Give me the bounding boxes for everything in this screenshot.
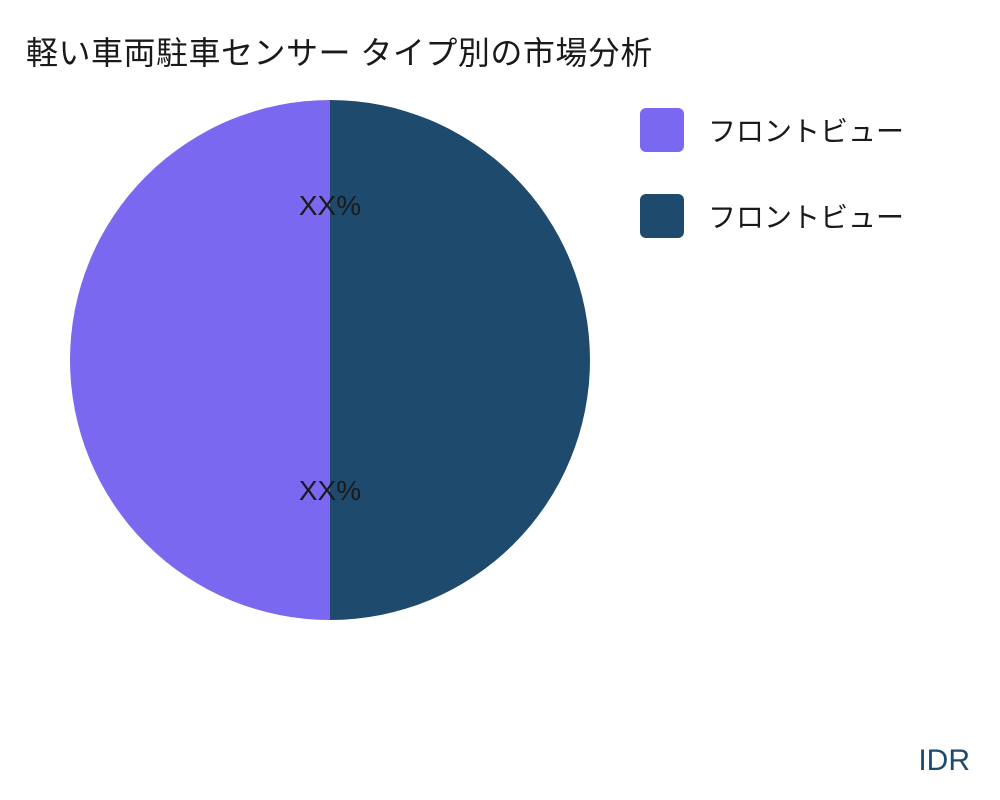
footer-mark: IDR xyxy=(918,744,970,778)
pie-slice-1 xyxy=(330,100,590,620)
legend-label-0: フロントビュー xyxy=(708,110,904,150)
chart-title: 軽い車両駐車センサー タイプ別の市場分析 xyxy=(26,28,653,74)
legend-item-0: フロントビュー xyxy=(640,108,904,152)
pie-slice-label-1: XX% xyxy=(270,190,390,222)
pie-chart: XX% XX% xyxy=(70,100,590,620)
pie-svg xyxy=(70,100,590,620)
legend-label-1: フロントビュー xyxy=(708,196,904,236)
pie-slice-label-0: XX% xyxy=(270,475,390,507)
legend-item-1: フロントビュー xyxy=(640,194,904,238)
legend: フロントビューフロントビュー xyxy=(640,108,904,280)
legend-swatch-1 xyxy=(640,194,684,238)
legend-swatch-0 xyxy=(640,108,684,152)
pie-slice-0 xyxy=(70,100,330,620)
